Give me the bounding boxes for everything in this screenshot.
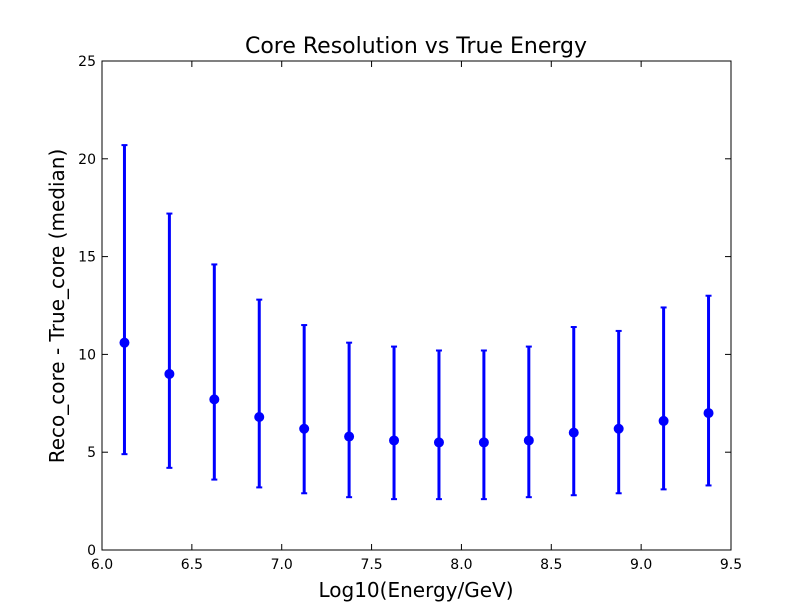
- x-tick-label: 8.5: [540, 557, 562, 573]
- data-point: [613, 423, 624, 434]
- y-axis-label: Reco_core - True_core (median): [45, 149, 69, 464]
- data-point: [658, 415, 669, 426]
- data-point: [119, 337, 130, 348]
- chart-title: Core Resolution vs True Energy: [245, 34, 587, 59]
- x-tick-label: 7.0: [271, 557, 293, 573]
- y-tick-label: 25: [78, 54, 96, 70]
- x-axis-label: Log10(Energy/GeV): [318, 578, 513, 602]
- y-tick-label: 15: [78, 250, 96, 266]
- plot-frame: [101, 60, 732, 551]
- data-point: [478, 437, 489, 448]
- x-tick-label: 8.0: [450, 557, 472, 573]
- data-point: [344, 431, 355, 442]
- data-point: [523, 435, 534, 446]
- y-tick-label: 5: [87, 445, 96, 461]
- data-point: [568, 427, 579, 438]
- data-point: [209, 394, 220, 405]
- x-tick-label: 6.0: [91, 557, 113, 573]
- data-point: [164, 368, 175, 379]
- y-tick-label: 20: [78, 152, 96, 168]
- y-tick-label: 0: [87, 543, 96, 559]
- x-tick-label: 9.0: [630, 557, 652, 573]
- x-tick-label: 9.5: [720, 557, 742, 573]
- x-tick-label: 7.5: [360, 557, 382, 573]
- y-tick-label: 10: [78, 347, 96, 363]
- ticks-layer: 6.0 6.5 7.0 7.5 8.0 8.5 9.0 9.5 0 5 10 15 20 25: [78, 54, 742, 573]
- data-point: [433, 437, 444, 448]
- x-tick-label: 6.5: [181, 557, 203, 573]
- data-point: [299, 423, 310, 434]
- data-point: [254, 411, 265, 422]
- data-point: [389, 435, 400, 446]
- data-layer: [119, 144, 714, 501]
- data-point: [703, 408, 714, 419]
